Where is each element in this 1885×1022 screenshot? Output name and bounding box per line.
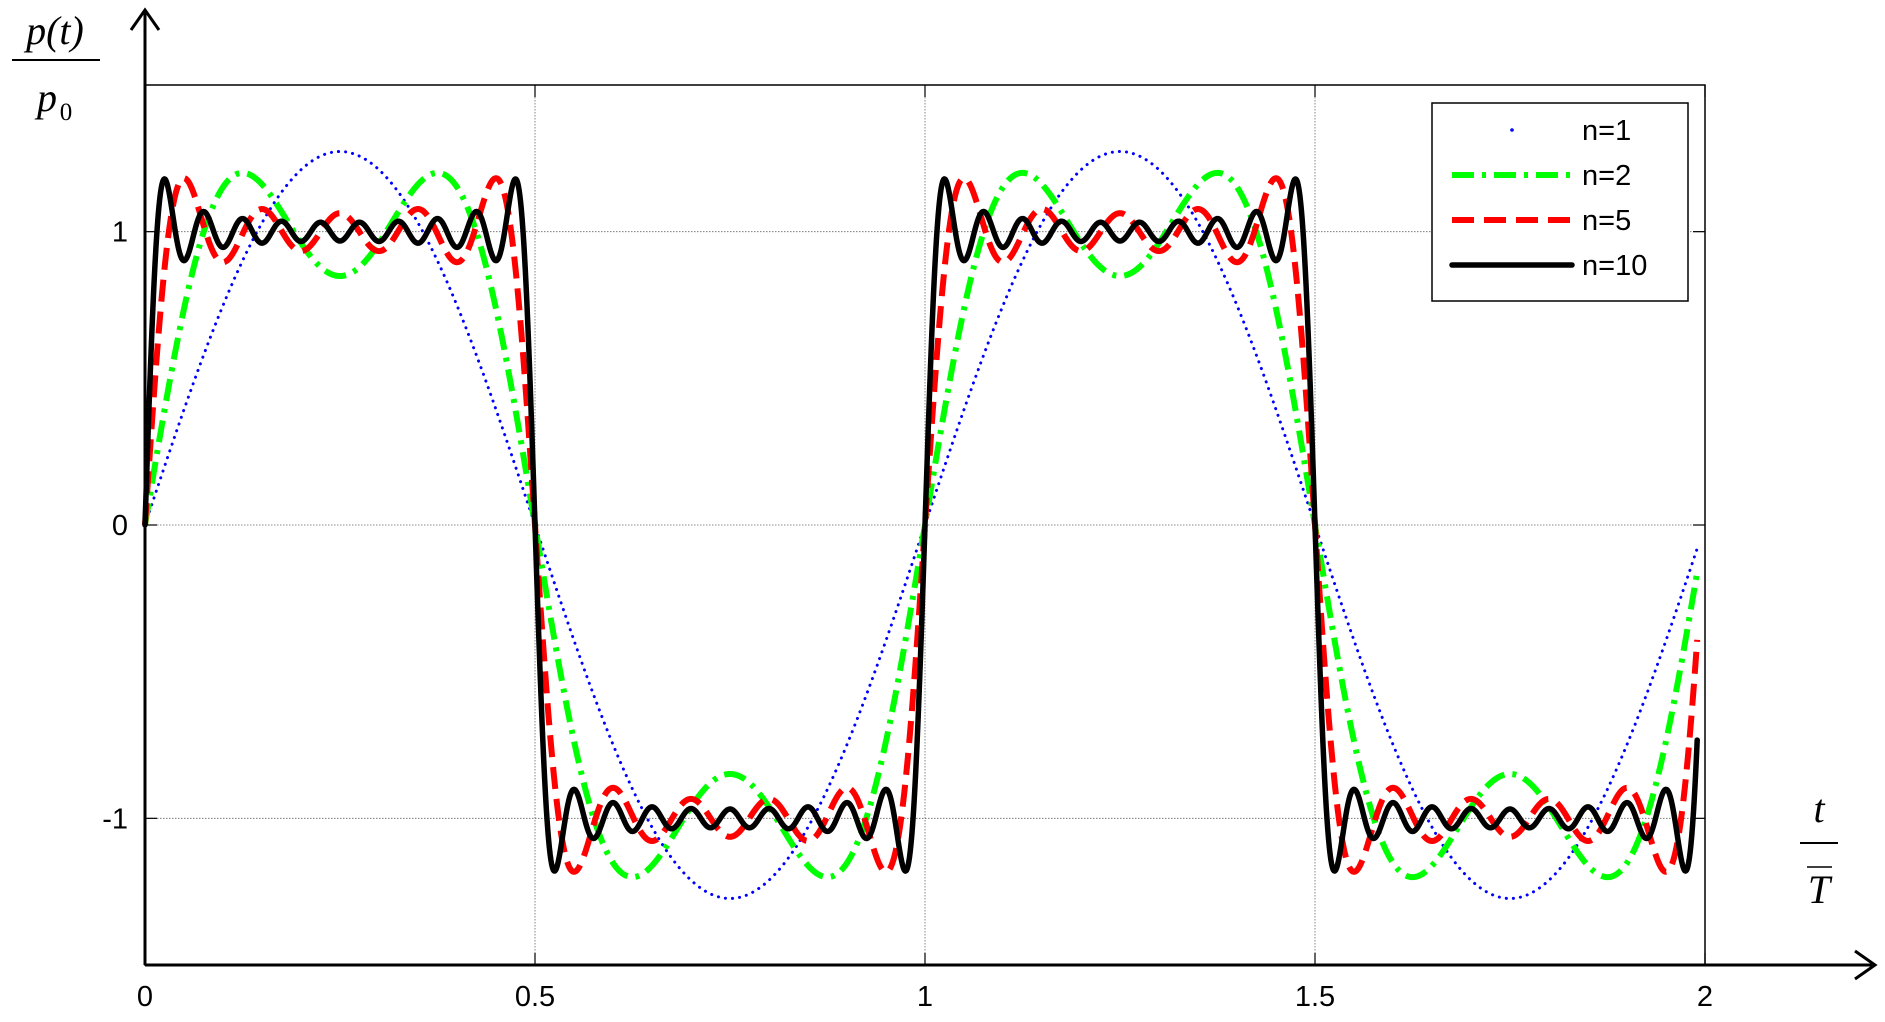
axes: [129, 7, 1878, 981]
legend-label-n=2: n=2: [1582, 160, 1631, 192]
x-tick-label: 1: [917, 981, 933, 1013]
legend-label-n=10: n=10: [1582, 250, 1647, 282]
legend-label-n=5: n=5: [1582, 205, 1631, 237]
y-tick-label: 1: [112, 217, 128, 249]
series-line-n=2: [142, 169, 1701, 881]
x-tick-label: 1.5: [1295, 981, 1335, 1013]
x-axis-label-denominator: T: [1808, 867, 1833, 912]
legend-swatch-n=1: [1510, 128, 1514, 132]
x-tick-label: 2: [1697, 981, 1713, 1013]
y-axis-label-denominator: p: [34, 75, 57, 120]
x-tick-label: 0: [137, 981, 153, 1013]
y-tick-label: -1: [102, 803, 128, 835]
y-axis-arrow: [129, 7, 161, 31]
tick-labels: 0 0.5 1 1.5 2 -1 0 1: [102, 85, 1713, 1013]
y-tick-label: 0: [112, 510, 128, 542]
y-axis-label-subscript: 0: [60, 99, 73, 126]
y-axis-label-numerator: p(t): [23, 8, 84, 53]
legend-box: [1431, 102, 1689, 302]
y-axis-label: p(t) p 0: [12, 8, 100, 126]
x-axis-arrow: [1854, 949, 1878, 981]
x-tick-label: 0.5: [515, 981, 555, 1013]
legend: n=1 n=2 n=5 n=10: [1431, 102, 1689, 302]
legend-label-n=1: n=1: [1582, 115, 1631, 147]
series-layer: [142, 150, 1701, 900]
x-axis-label-numerator: t: [1813, 786, 1825, 831]
x-axis-label: t T: [1800, 786, 1838, 912]
series-line-n=10: [142, 176, 1700, 874]
